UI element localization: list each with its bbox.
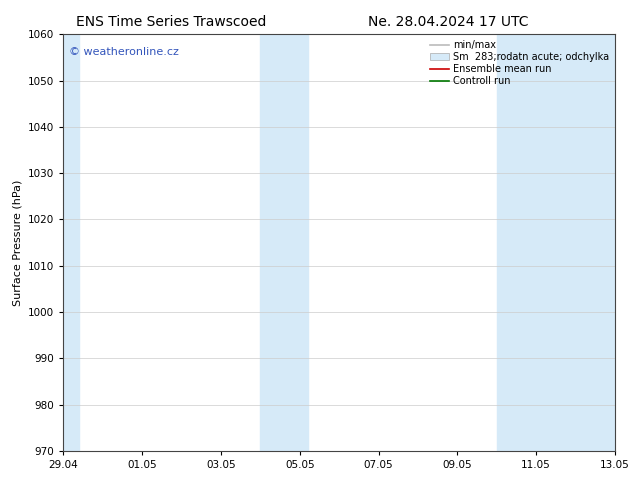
Text: Ne. 28.04.2024 17 UTC: Ne. 28.04.2024 17 UTC: [368, 15, 528, 29]
Bar: [497, 34, 615, 451]
Bar: [261, 34, 307, 451]
Text: © weatheronline.cz: © weatheronline.cz: [69, 47, 179, 57]
Y-axis label: Surface Pressure (hPa): Surface Pressure (hPa): [13, 179, 23, 306]
Text: ENS Time Series Trawscoed: ENS Time Series Trawscoed: [76, 15, 266, 29]
Legend: min/max, Sm  283;rodatn acute; odchylka, Ensemble mean run, Controll run: min/max, Sm 283;rodatn acute; odchylka, …: [426, 36, 613, 90]
Bar: [63, 34, 79, 451]
